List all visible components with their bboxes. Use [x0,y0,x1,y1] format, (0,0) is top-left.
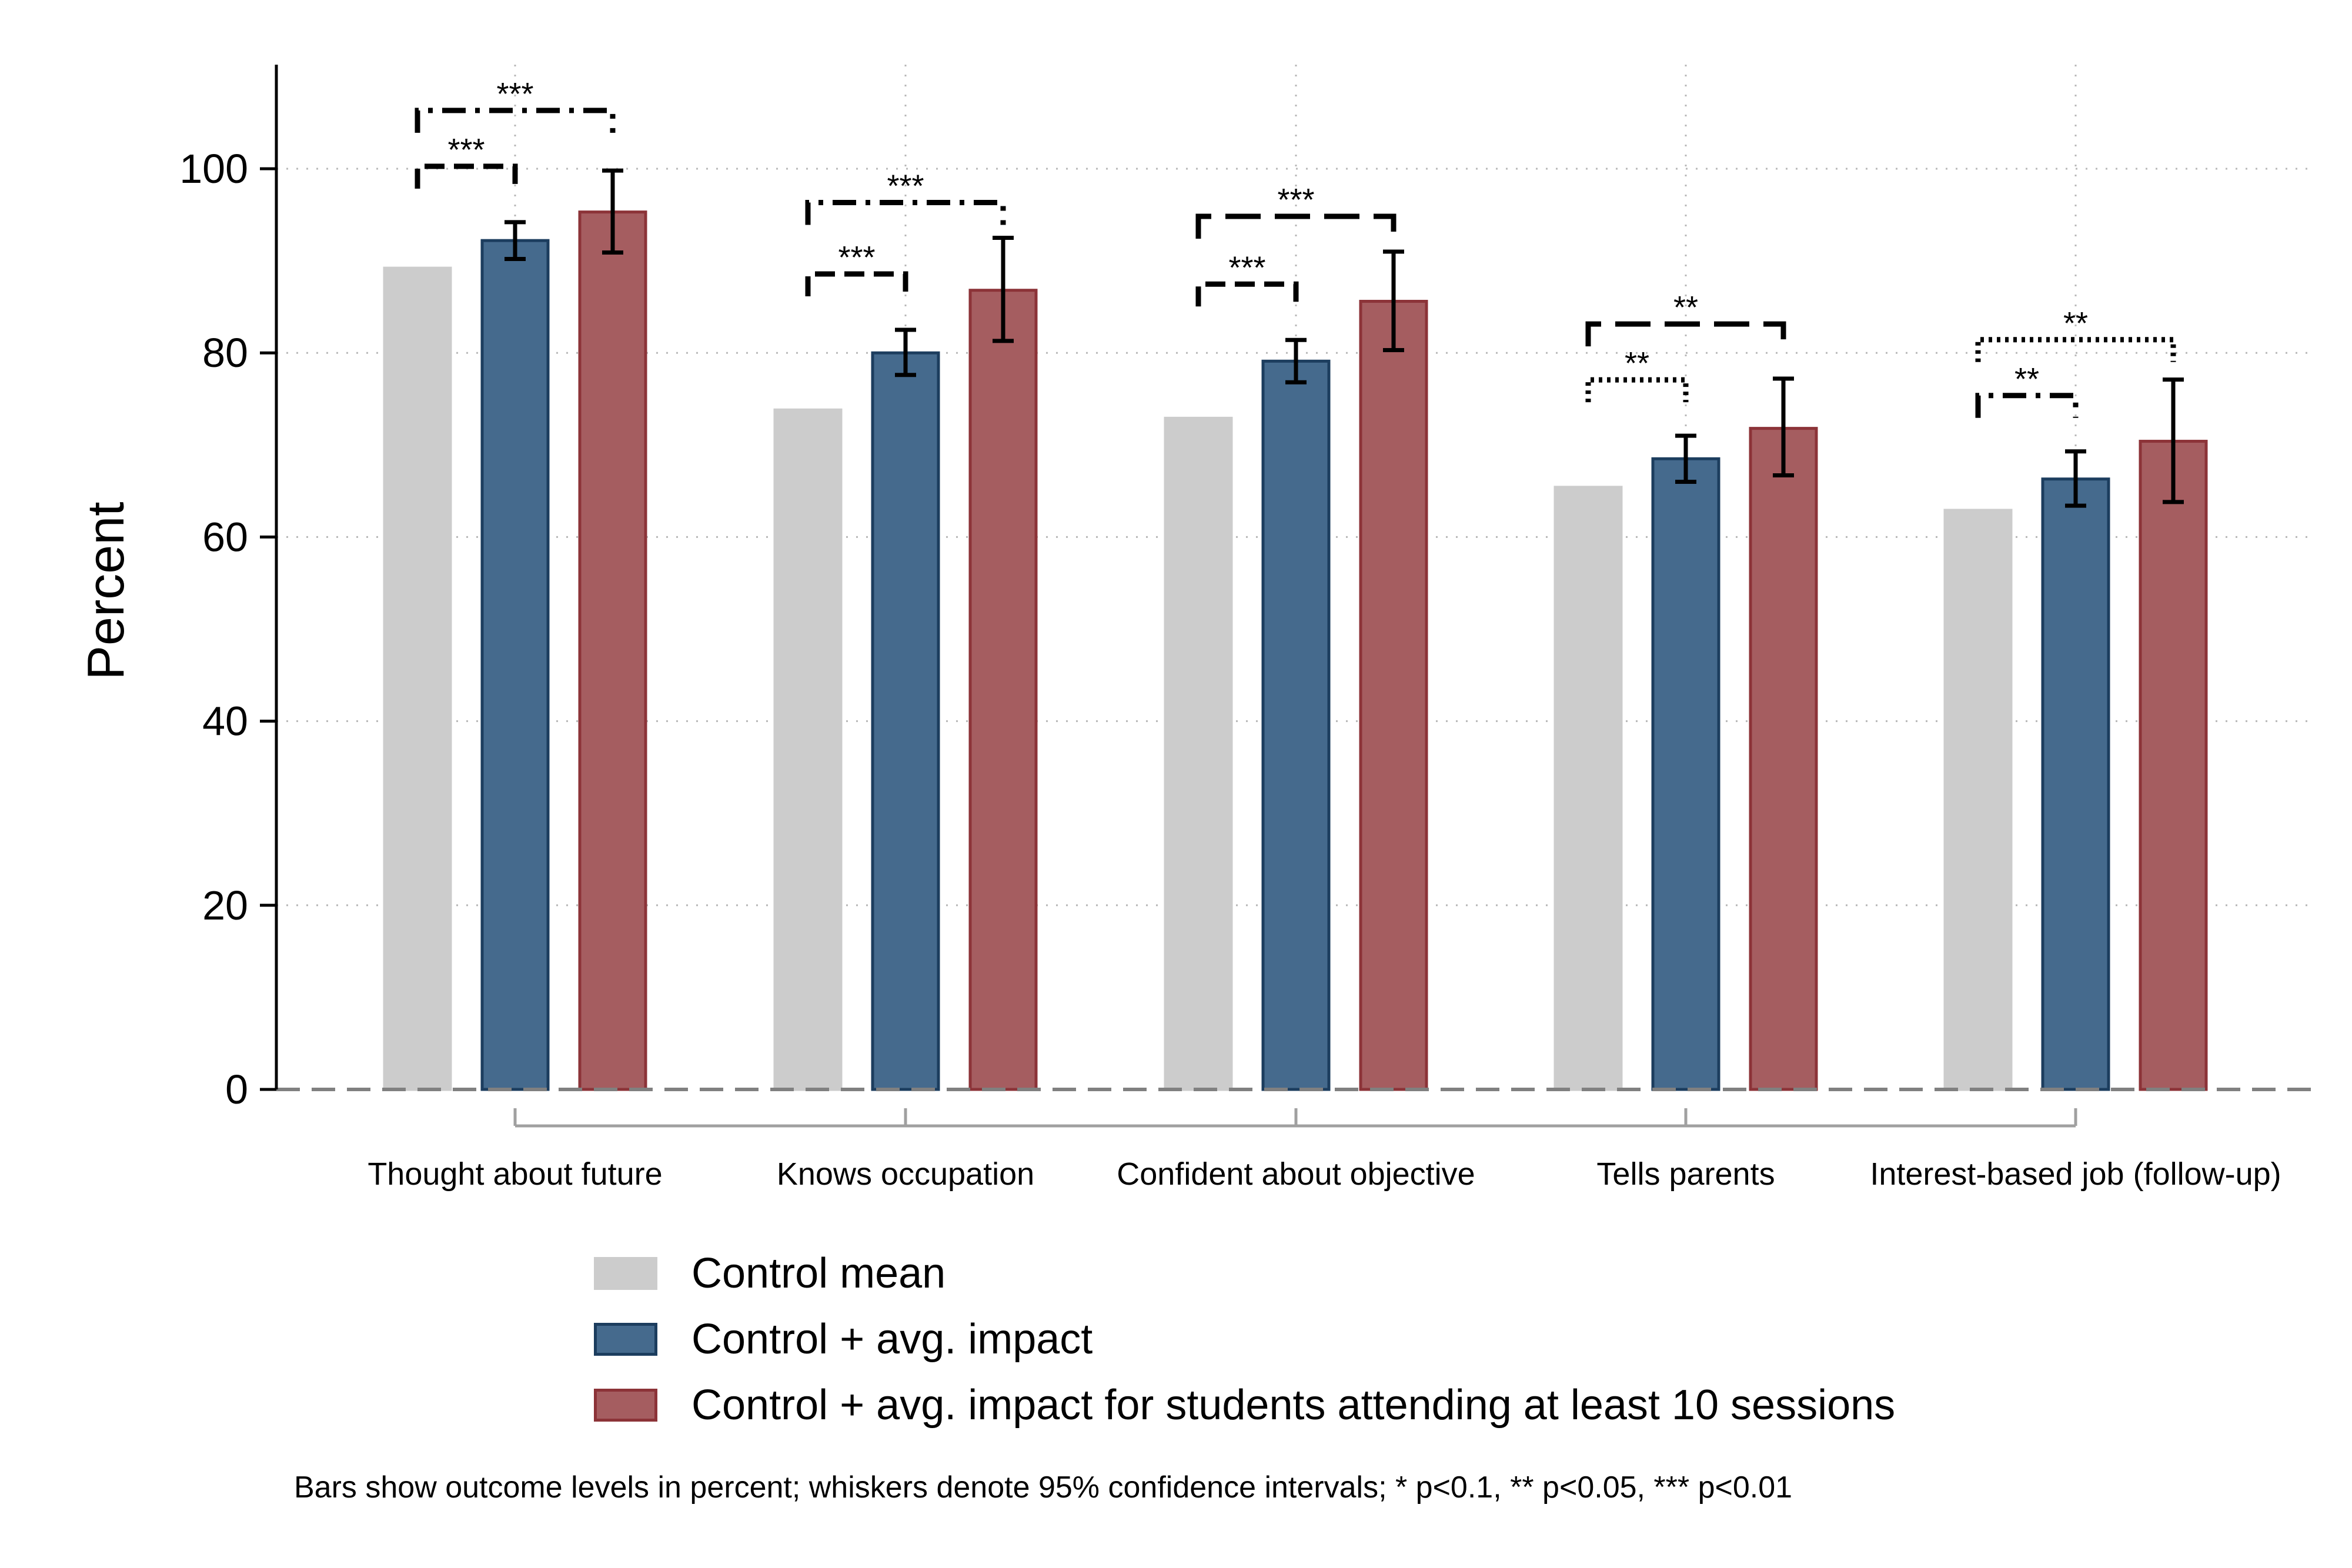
sig-bracket-outer-3 [1585,321,1786,347]
bar-1-3 [1651,457,1720,1091]
bar-1-0 [480,239,550,1091]
sig-label-inner-3: ** [1625,346,1649,381]
y-axis-label: Percent [76,502,135,680]
sig-label-inner-4: ** [2014,362,2039,397]
bar-1-2 [1261,359,1331,1091]
sig-label-inner-1: *** [838,240,875,275]
sig-bracket-outer-2 [1195,213,1396,239]
y-tick-label-60: 60 [202,514,248,560]
bar-2-2 [1359,300,1428,1091]
sig-bracket-outer-4 [1975,337,2176,362]
bar-0-4 [1943,509,2013,1091]
legend-item-avg-impact: Control + avg. impact [594,1306,1895,1372]
bar-0-3 [1553,486,1623,1091]
bar-2-1 [968,289,1038,1091]
bar-2-0 [578,210,647,1091]
legend-item-control-mean: Control mean [594,1241,1895,1306]
sig-label-outer-4: ** [2063,306,2088,341]
y-tick-label-40: 40 [202,698,248,744]
sig-label-outer-2: *** [1277,182,1314,218]
sig-label-inner-0: *** [447,132,485,168]
x-tick-label-1: Knows occupation [777,1156,1034,1192]
chart-note: Bars show outcome levels in percent; whi… [294,1470,1793,1505]
y-tick-label-80: 80 [202,330,248,376]
bar-0-1 [773,408,843,1091]
bar-0-0 [383,266,452,1091]
sig-bracket-inner-4 [1975,393,2079,418]
confidence-intervals [505,168,2184,508]
bar-1-4 [2041,477,2110,1091]
sig-bracket-inner-3 [1585,377,1689,403]
legend-swatch-avg-impact [594,1323,657,1356]
sig-label-outer-0: *** [496,76,533,112]
sig-bracket-inner-2 [1195,281,1299,307]
sig-bracket-outer-0 [415,108,616,133]
legend-label-10-sessions: Control + avg. impact for students atten… [691,1382,1896,1429]
y-tick-label-100: 100 [179,146,248,192]
sig-label-outer-3: ** [1673,290,1698,325]
bar-2-4 [2139,440,2208,1091]
bar-0-2 [1164,416,1233,1091]
legend: Control mean Control + avg. impact Contr… [594,1241,1895,1438]
sig-label-inner-2: *** [1228,250,1265,285]
sig-label-outer-1: *** [887,168,924,203]
legend-swatch-10-sessions [594,1389,657,1422]
axes: 0 20 40 60 80 100 Thought about future Knows oc… [179,65,2311,1192]
x-tick-label-0: Thought about future [368,1156,662,1192]
x-tick-label-3: Tells parents [1596,1156,1775,1192]
sig-bracket-inner-0 [415,163,518,189]
legend-label-control-mean: Control mean [691,1250,946,1297]
legend-swatch-control-mean [594,1257,657,1290]
bars [383,210,2208,1091]
bar-1-1 [871,351,940,1091]
x-tick-label-4: Interest-based job (follow-up) [1870,1156,2281,1192]
y-tick-label-20: 20 [202,882,248,928]
x-tick-label-2: Confident about objective [1117,1156,1475,1192]
legend-label-avg-impact: Control + avg. impact [691,1316,1093,1363]
bar-2-3 [1749,427,1818,1091]
significance-brackets: ************************** [415,76,2176,418]
sig-bracket-outer-1 [805,199,1006,225]
sig-bracket-inner-1 [805,271,908,297]
y-tick-label-0: 0 [225,1066,248,1112]
legend-item-10-sessions: Control + avg. impact for students atten… [594,1372,1895,1438]
